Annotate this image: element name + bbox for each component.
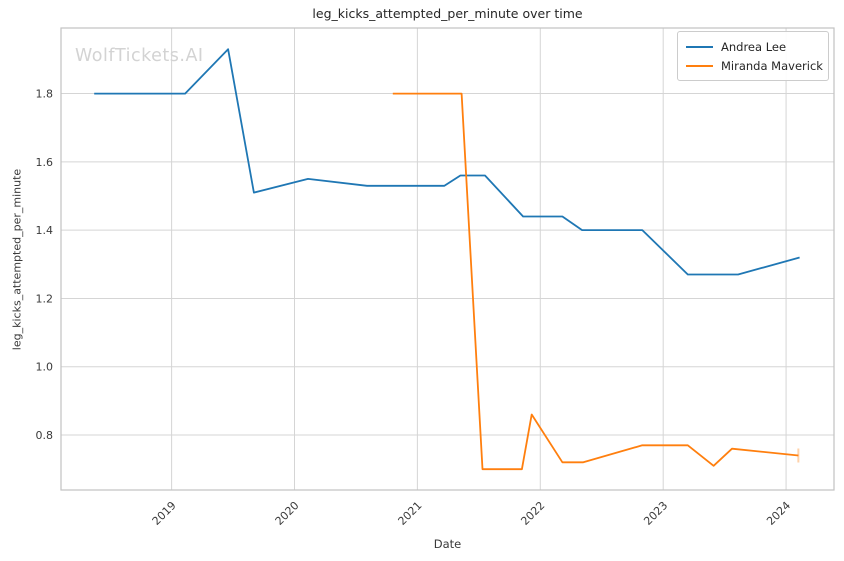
y-tick-label: 1.2 <box>36 292 54 305</box>
series-line-miranda-maverick <box>392 92 799 471</box>
y-axis-label: leg_kicks_attempted_per_minute <box>10 168 24 351</box>
legend-swatch-miranda-maverick <box>686 64 713 67</box>
legend: Andrea Lee Miranda Maverick <box>677 31 829 81</box>
legend-item-miranda-maverick: Miranda Maverick <box>686 56 823 75</box>
x-tick-label: 2020 <box>273 499 302 528</box>
x-tick-label: 2024 <box>764 499 793 528</box>
chart-title: leg_kicks_attempted_per_minute over time <box>312 6 583 21</box>
legend-swatch-andrea-lee <box>686 45 713 48</box>
y-tick-label: 0.8 <box>36 429 54 442</box>
y-tick-label: 1.6 <box>36 156 54 169</box>
series-line-andrea-lee <box>94 48 800 276</box>
legend-item-andrea-lee: Andrea Lee <box>686 37 820 56</box>
y-tick-label: 1.0 <box>36 361 54 374</box>
y-tick-label: 1.8 <box>36 88 54 101</box>
x-tick-label: 2021 <box>396 499 425 528</box>
watermark-text: WolfTickets.AI <box>75 46 204 66</box>
y-tick-label: 1.4 <box>36 224 54 237</box>
x-tick-label: 2022 <box>518 499 547 528</box>
legend-label-andrea-lee: Andrea Lee <box>721 39 787 54</box>
x-tick-label: 2019 <box>150 499 179 528</box>
x-tick-label: 2023 <box>641 499 670 528</box>
x-axis-label: Date <box>433 537 462 551</box>
legend-label-miranda-maverick: Miranda Maverick <box>721 58 823 73</box>
plot-border <box>60 27 835 491</box>
